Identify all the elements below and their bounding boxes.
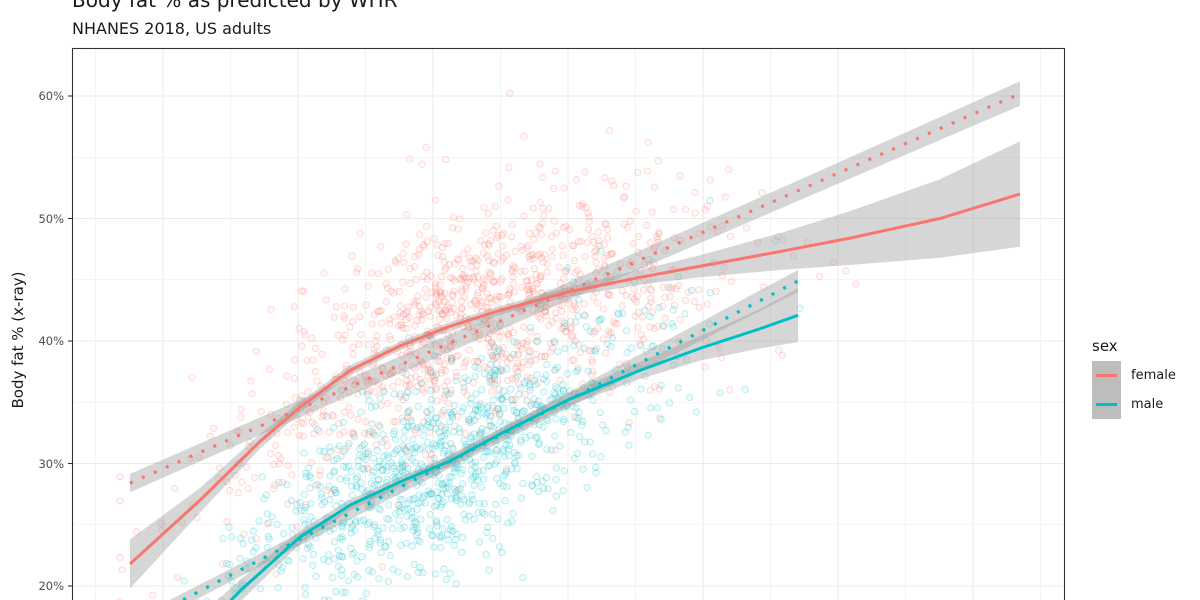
y-tick-label: 40% [38,334,64,348]
legend-item-male: male [1092,390,1176,419]
female-loess-ribbon [130,141,1020,589]
legend-key-male [1092,390,1121,419]
legend-label-male: male [1131,397,1164,412]
y-tick-label: 30% [38,456,64,471]
panel-border [71,47,1066,600]
chart-title: Body fat % as predicted by WHR [72,0,398,12]
chart-subtitle: NHANES 2018, US adults [72,19,272,38]
legend: sex female male [1092,337,1176,419]
legend-label-female: female [1131,368,1176,383]
female-loess-line [128,192,1021,566]
legend-item-female: female [1092,361,1176,390]
gridlines [72,48,1065,600]
male-line-swatch [1096,403,1117,406]
y-tick-label: 50% [38,211,64,226]
female-linear-ribbon [130,81,1020,493]
legend-title: sex [1092,337,1118,355]
y-tick-marks [68,95,72,587]
y-tick-label: 60% [38,89,64,103]
fit-lines [128,92,1021,600]
male-linear-line [179,279,799,600]
legend-key-female [1092,361,1121,390]
y-tick-label: 20% [38,579,64,593]
scatter-points [116,89,860,600]
female-line-swatch [1096,374,1117,377]
